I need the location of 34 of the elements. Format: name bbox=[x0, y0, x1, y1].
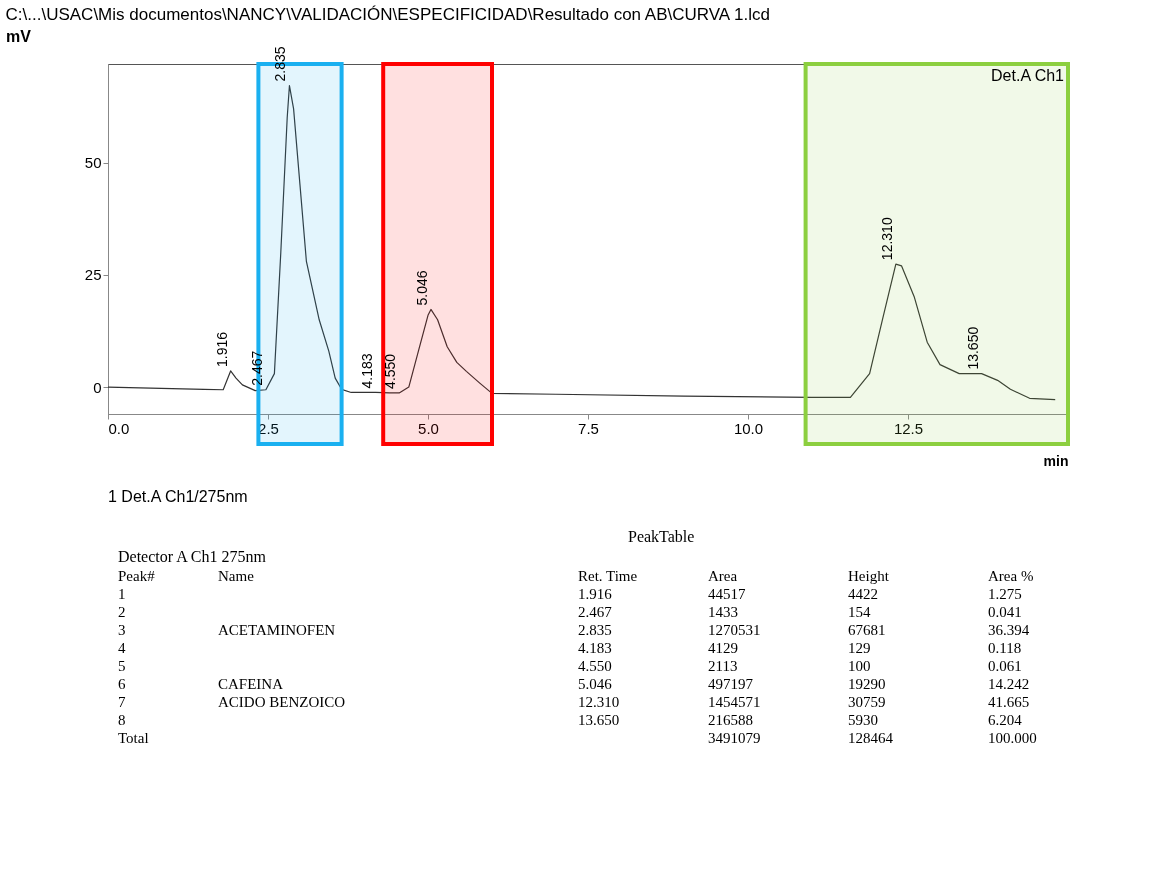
line-series bbox=[107, 84, 1056, 401]
y-axis-title: mV bbox=[6, 27, 32, 45]
x-tick-label: 7.5 bbox=[578, 419, 599, 437]
text: Peak# Name Ret. Time Area Height Area % bbox=[118, 568, 1034, 584]
annotation: 13.650 bbox=[964, 326, 981, 370]
annotation: 5.046 bbox=[413, 270, 430, 306]
x-tick-label: 12.5 bbox=[893, 419, 924, 437]
text: 4 4.183 4129 129 0.118 bbox=[118, 640, 1022, 656]
chart-title: C:\...\USAC\Mis documentos\NANCY\VALIDACIÓN\ESPECIFICIDAD\Resultado con AB\CURVA 1.lcd bbox=[5, 5, 770, 24]
annotation: Det.A Ch1 bbox=[991, 67, 1065, 84]
text: 3 ACETAMINOFEN 2.835 1270531 67681 36.394 bbox=[118, 622, 1030, 638]
y-tick-label: 25 bbox=[84, 266, 102, 284]
text: 2 2.467 1433 154 0.041 bbox=[118, 604, 1022, 620]
text: 1 1.916 44517 4422 1.275 bbox=[118, 586, 1022, 602]
y-tick-label: 50 bbox=[84, 154, 102, 172]
y-tick-label: 0 bbox=[93, 378, 102, 396]
text: Total 3491079 128464 100.000 bbox=[118, 730, 1037, 746]
annotation: 2.467 bbox=[248, 350, 265, 386]
annotation: 1.916 bbox=[213, 331, 230, 367]
text: 7 ACIDO BENZOICO 12.310 1454571 30759 41.665 bbox=[118, 694, 1030, 710]
text: PeakTable bbox=[628, 528, 695, 545]
x-axis-title: min bbox=[1043, 452, 1069, 469]
x-tick-label: 5.0 bbox=[418, 419, 439, 437]
text: Detector A Ch1 275nm bbox=[118, 548, 267, 565]
annotation: 4.183 bbox=[358, 353, 375, 389]
annotation: 2.835 bbox=[272, 46, 289, 82]
text: 8 13.650 216588 5930 6.204 bbox=[118, 712, 1022, 728]
annotation: 4.550 bbox=[382, 353, 399, 389]
x-tick-label: 10.0 bbox=[733, 419, 764, 437]
text: 5 4.550 2113 100 0.061 bbox=[118, 658, 1022, 674]
annotation: 12.310 bbox=[878, 217, 895, 261]
text: 1 Det.A Ch1/275nm bbox=[108, 488, 248, 505]
x-tick-label: 0.0 bbox=[108, 419, 130, 437]
text: 6 CAFEINA 5.046 497197 19290 14.242 bbox=[118, 676, 1030, 692]
